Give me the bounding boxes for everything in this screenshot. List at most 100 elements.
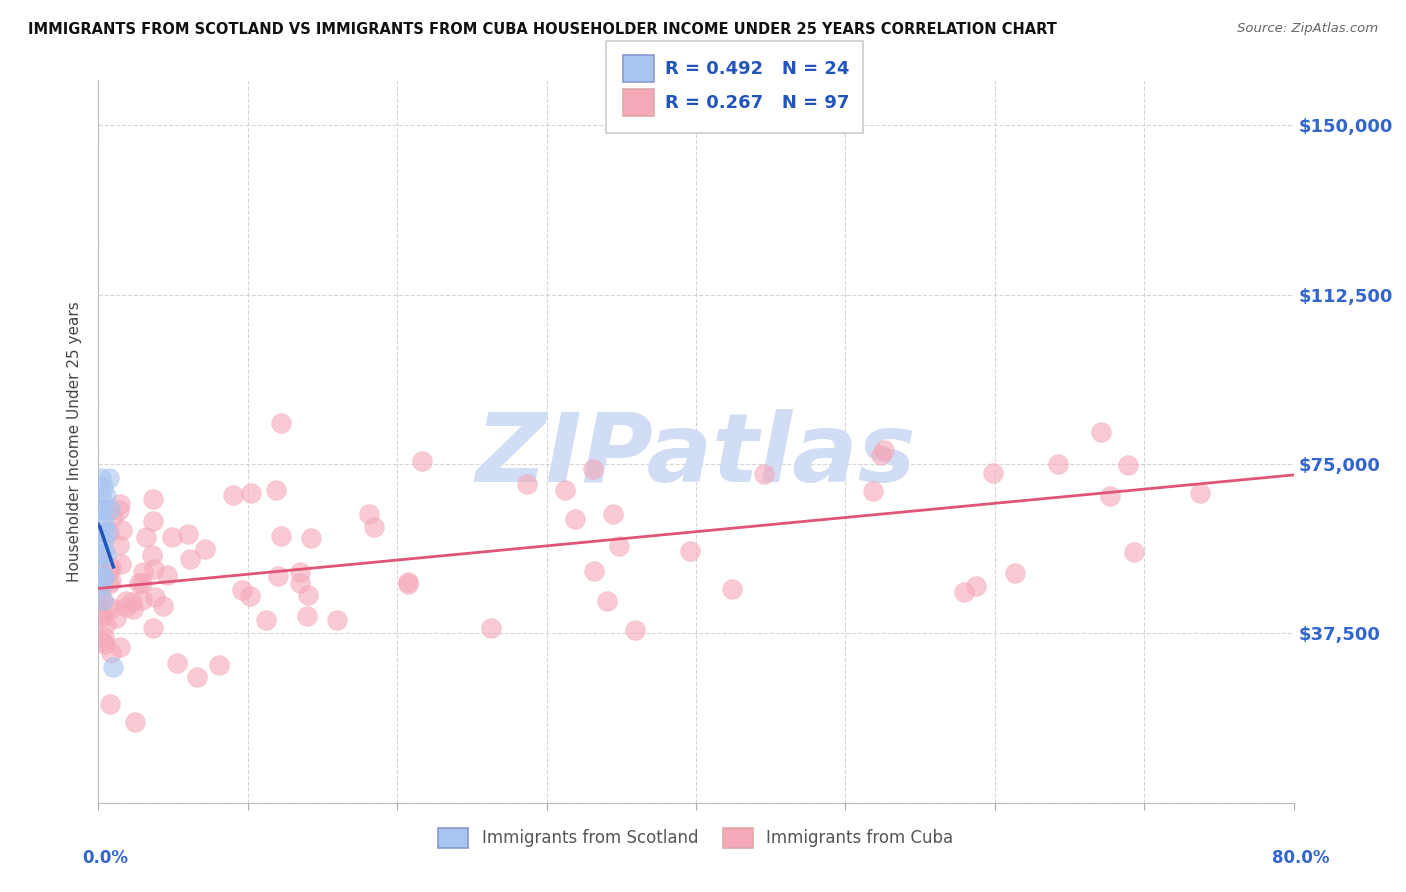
Point <box>90 516 112 530</box>
Point <box>90 607 112 622</box>
Point <box>1116 458 1139 472</box>
Point <box>239 589 262 603</box>
Point <box>89 524 111 539</box>
Point <box>115 600 138 615</box>
Point <box>132 566 155 580</box>
Point <box>89 550 111 565</box>
Point <box>179 551 201 566</box>
Point <box>100 559 122 574</box>
Point <box>96 524 118 539</box>
Point <box>554 483 576 497</box>
Point <box>288 565 311 579</box>
Point <box>264 483 287 498</box>
Point <box>1090 425 1112 440</box>
Point <box>131 576 153 591</box>
Point <box>981 467 1004 481</box>
Point <box>96 617 118 632</box>
Point <box>91 502 114 516</box>
Point <box>564 512 586 526</box>
Point <box>752 467 775 482</box>
Point <box>411 454 433 468</box>
Text: Source: ZipAtlas.com: Source: ZipAtlas.com <box>1237 22 1378 36</box>
Point <box>93 516 115 530</box>
Point <box>91 524 114 539</box>
Point <box>94 489 117 503</box>
Point <box>90 548 112 562</box>
Point <box>479 621 502 635</box>
Point <box>222 488 245 502</box>
Point <box>143 590 166 604</box>
Point <box>124 714 146 729</box>
Point <box>160 530 183 544</box>
Text: 80.0%: 80.0% <box>1272 849 1329 867</box>
Point <box>90 589 112 603</box>
Point <box>582 461 605 475</box>
Point <box>93 570 115 584</box>
Point <box>869 449 891 463</box>
Point <box>98 502 122 516</box>
Point <box>873 443 896 458</box>
Point <box>254 614 277 628</box>
Point <box>100 601 122 615</box>
Text: ZIPatlas: ZIPatlas <box>475 409 917 502</box>
Point <box>1046 457 1069 471</box>
Point <box>100 646 122 660</box>
Point <box>90 579 112 593</box>
Point <box>101 510 124 524</box>
Point <box>100 574 122 588</box>
Point <box>270 416 292 430</box>
Point <box>141 549 163 563</box>
Point <box>398 574 420 589</box>
Point <box>359 508 381 522</box>
Point <box>97 470 120 484</box>
Point <box>128 575 150 590</box>
Point <box>516 476 538 491</box>
Point <box>89 591 111 606</box>
Point <box>93 637 115 651</box>
Point <box>131 592 153 607</box>
Point <box>93 630 115 644</box>
Point <box>91 548 114 562</box>
Point <box>953 585 976 599</box>
Point <box>582 565 605 579</box>
Text: 0.0%: 0.0% <box>83 849 128 867</box>
Text: R = 0.492   N = 24: R = 0.492 N = 24 <box>665 60 849 78</box>
Point <box>143 562 166 576</box>
Point <box>98 697 121 711</box>
Point <box>295 608 318 623</box>
Point <box>90 533 112 548</box>
Y-axis label: Householder Income Under 25 years: Householder Income Under 25 years <box>67 301 83 582</box>
Point <box>270 529 292 543</box>
Point <box>1099 489 1122 503</box>
Point <box>142 514 165 528</box>
Point <box>396 577 419 591</box>
Point <box>105 611 128 625</box>
Point <box>166 657 188 671</box>
Point <box>122 602 145 616</box>
Text: IMMIGRANTS FROM SCOTLAND VS IMMIGRANTS FROM CUBA HOUSEHOLDER INCOME UNDER 25 YEA: IMMIGRANTS FROM SCOTLAND VS IMMIGRANTS F… <box>28 22 1057 37</box>
Point <box>176 527 198 541</box>
Point <box>152 599 174 613</box>
Point <box>602 508 624 522</box>
Point <box>90 489 112 503</box>
Point <box>96 599 118 614</box>
Point <box>97 577 120 591</box>
Point <box>363 520 385 534</box>
Point <box>207 657 229 672</box>
Point <box>297 588 319 602</box>
Point <box>108 502 131 516</box>
Point <box>114 594 136 608</box>
Point <box>91 634 114 648</box>
Point <box>111 523 134 537</box>
Point <box>94 548 117 562</box>
Point <box>186 670 208 684</box>
Point <box>89 502 111 516</box>
Point <box>194 541 217 556</box>
Point <box>721 582 744 596</box>
Point <box>596 594 619 608</box>
Point <box>288 575 311 590</box>
Point <box>607 539 630 553</box>
Point <box>100 563 122 577</box>
Point <box>1004 566 1026 580</box>
Point <box>326 613 349 627</box>
